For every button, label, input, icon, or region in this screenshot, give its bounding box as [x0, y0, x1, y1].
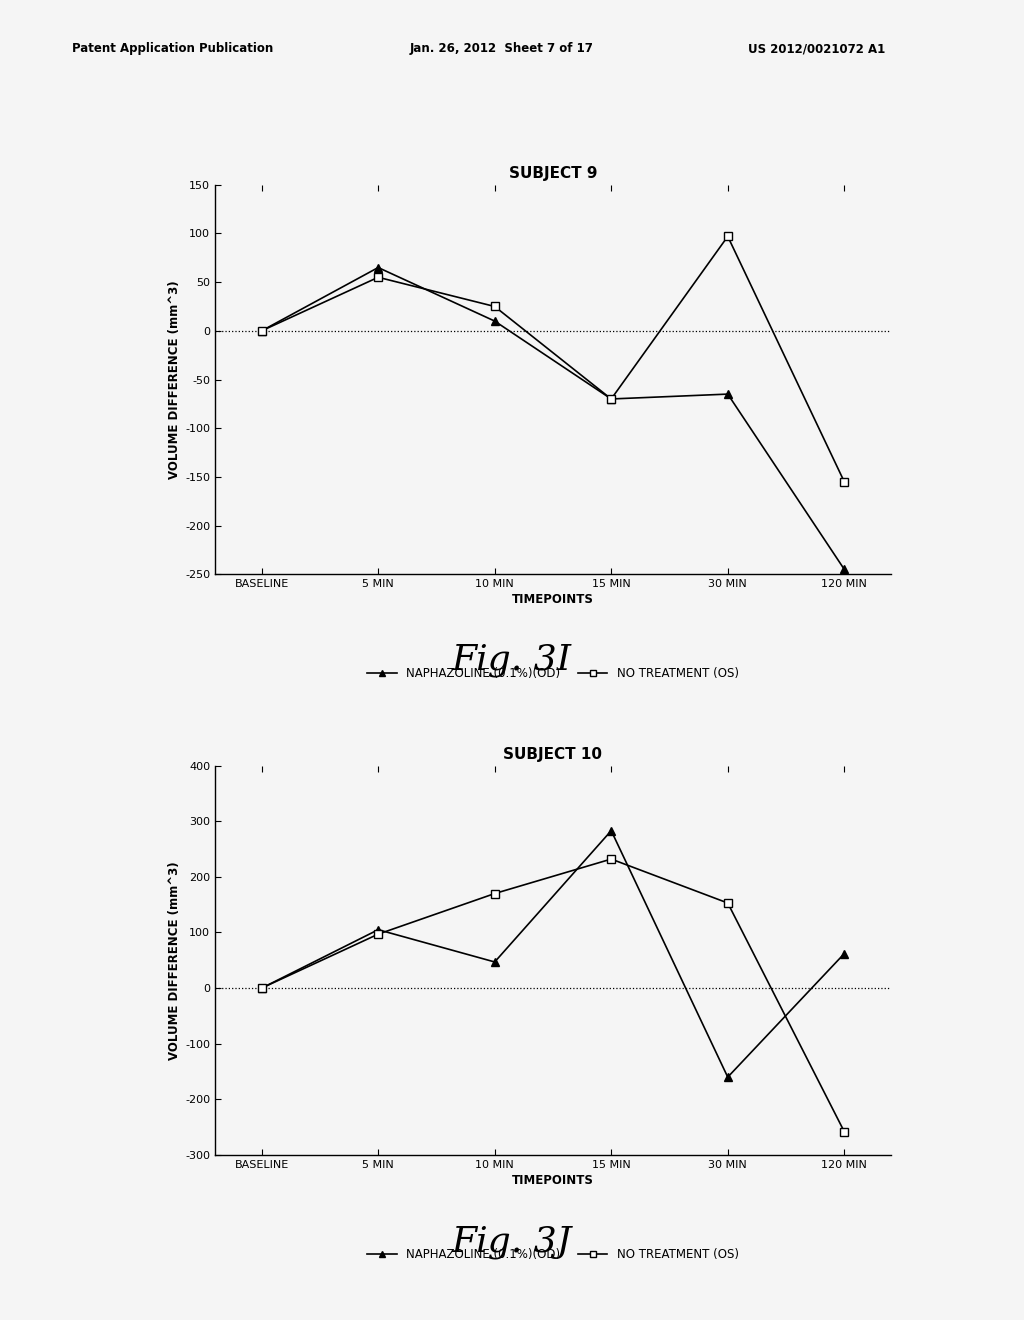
Text: US 2012/0021072 A1: US 2012/0021072 A1	[748, 42, 885, 55]
Legend: NAPHAZOLINE (0.1%)(OD), NO TREATMENT (OS): NAPHAZOLINE (0.1%)(OD), NO TREATMENT (OS…	[362, 1243, 743, 1266]
Title: SUBJECT 9: SUBJECT 9	[509, 166, 597, 181]
Text: Fig. 3J: Fig. 3J	[452, 1225, 572, 1259]
Text: Fig. 3I: Fig. 3I	[452, 643, 572, 677]
Y-axis label: VOLUME DIFFERENCE (mm^3): VOLUME DIFFERENCE (mm^3)	[168, 861, 181, 1060]
Legend: NAPHAZOLINE (0.1%)(OD), NO TREATMENT (OS): NAPHAZOLINE (0.1%)(OD), NO TREATMENT (OS…	[362, 663, 743, 685]
Text: Patent Application Publication: Patent Application Publication	[72, 42, 273, 55]
X-axis label: TIMEPOINTS: TIMEPOINTS	[512, 593, 594, 606]
Title: SUBJECT 10: SUBJECT 10	[504, 747, 602, 762]
X-axis label: TIMEPOINTS: TIMEPOINTS	[512, 1173, 594, 1187]
Y-axis label: VOLUME DIFFERENCE (mm^3): VOLUME DIFFERENCE (mm^3)	[168, 280, 181, 479]
Text: Jan. 26, 2012  Sheet 7 of 17: Jan. 26, 2012 Sheet 7 of 17	[410, 42, 594, 55]
